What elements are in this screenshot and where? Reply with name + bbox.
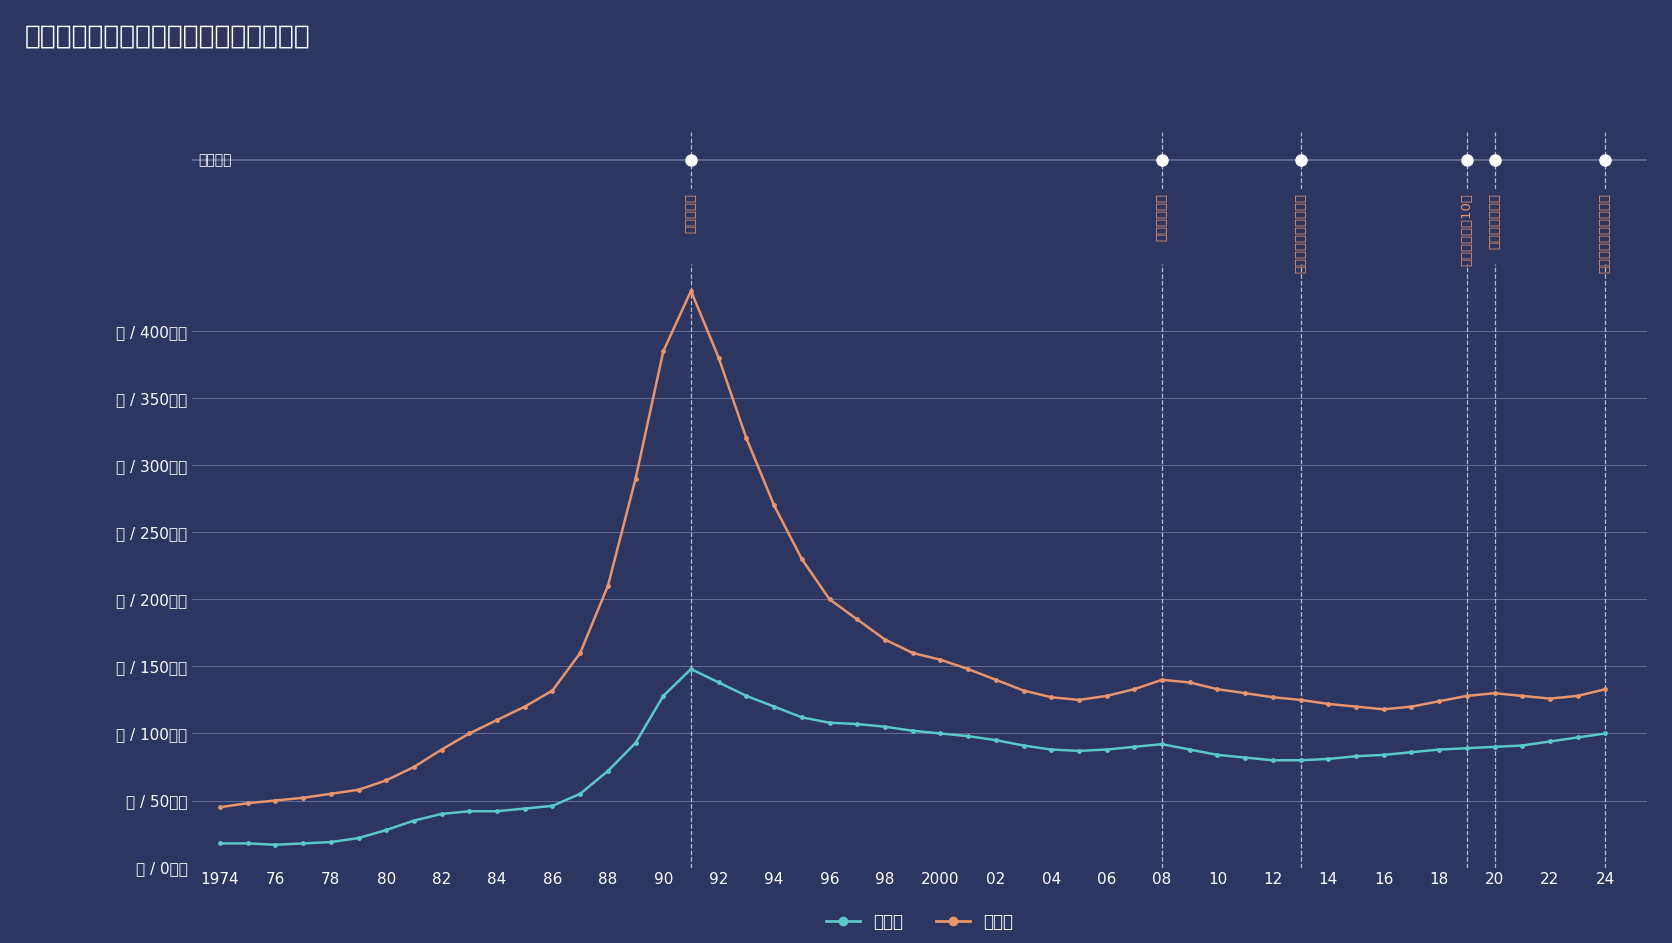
Text: コロナ感染拡大: コロナ感染拡大 <box>1488 193 1501 249</box>
Text: 増税　消費税10％: 増税 消費税10％ <box>1460 193 1473 266</box>
Text: 横浜市鶴見区　土地価格の推移（平均）: 横浜市鶴見区 土地価格の推移（平均） <box>25 24 311 50</box>
Text: バブル崩壊: バブル崩壊 <box>684 193 697 233</box>
Text: 経済年表: 経済年表 <box>197 154 231 167</box>
Legend: 住宅地, 商業地: 住宅地, 商業地 <box>819 906 1020 937</box>
Text: 世界金融危機: 世界金融危機 <box>1155 193 1169 241</box>
Text: 日銀　異次元緩和終了: 日銀 異次元緩和終了 <box>1598 193 1612 273</box>
Text: 日銀　異次元金融緩和: 日銀 異次元金融緩和 <box>1294 193 1308 273</box>
